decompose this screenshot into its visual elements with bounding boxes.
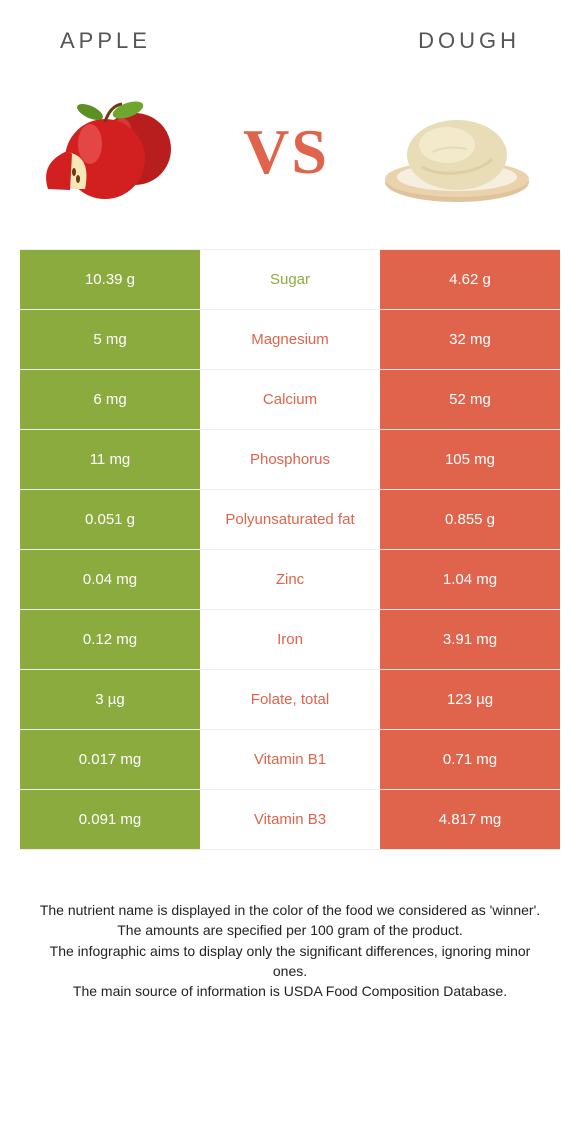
footer-line: The main source of information is USDA F… (32, 981, 548, 1001)
footer-line: The nutrient name is displayed in the co… (32, 900, 548, 920)
cell-right-value: 4.817 mg (380, 790, 560, 849)
cell-left-value: 0.04 mg (20, 550, 200, 609)
table-row: 10.39 gSugar4.62 g (20, 250, 560, 310)
nutrient-table: 10.39 gSugar4.62 g5 mgMagnesium32 mg6 mg… (20, 249, 560, 850)
cell-nutrient-label: Sugar (200, 250, 380, 309)
cell-right-value: 0.855 g (380, 490, 560, 549)
cell-nutrient-label: Folate, total (200, 670, 380, 729)
hero-row: VS (0, 64, 580, 239)
table-row: 0.04 mgZinc1.04 mg (20, 550, 560, 610)
header-title-left: APPLE (60, 28, 151, 54)
table-row: 0.017 mgVitamin B10.71 mg (20, 730, 560, 790)
footer-line: The infographic aims to display only the… (32, 941, 548, 982)
cell-right-value: 32 mg (380, 310, 560, 369)
cell-left-value: 10.39 g (20, 250, 200, 309)
cell-right-value: 123 µg (380, 670, 560, 729)
table-row: 3 µgFolate, total123 µg (20, 670, 560, 730)
table-row: 0.091 mgVitamin B34.817 mg (20, 790, 560, 850)
table-row: 0.12 mgIron3.91 mg (20, 610, 560, 670)
cell-left-value: 0.051 g (20, 490, 200, 549)
cell-nutrient-label: Zinc (200, 550, 380, 609)
footer-line: The amounts are specified per 100 gram o… (32, 920, 548, 940)
cell-nutrient-label: Iron (200, 610, 380, 669)
cell-nutrient-label: Phosphorus (200, 430, 380, 489)
table-row: 0.051 gPolyunsaturated fat0.855 g (20, 490, 560, 550)
cell-right-value: 0.71 mg (380, 730, 560, 789)
cell-nutrient-label: Magnesium (200, 310, 380, 369)
cell-left-value: 11 mg (20, 430, 200, 489)
vs-label: VS (243, 115, 329, 189)
cell-nutrient-label: Vitamin B1 (200, 730, 380, 789)
cell-left-value: 6 mg (20, 370, 200, 429)
cell-left-value: 0.12 mg (20, 610, 200, 669)
cell-right-value: 52 mg (380, 370, 560, 429)
apple-image (30, 94, 200, 209)
table-row: 5 mgMagnesium32 mg (20, 310, 560, 370)
cell-right-value: 3.91 mg (380, 610, 560, 669)
dough-image (372, 94, 542, 209)
cell-left-value: 5 mg (20, 310, 200, 369)
table-row: 6 mgCalcium52 mg (20, 370, 560, 430)
cell-left-value: 0.017 mg (20, 730, 200, 789)
cell-right-value: 1.04 mg (380, 550, 560, 609)
cell-nutrient-label: Calcium (200, 370, 380, 429)
table-row: 11 mgPhosphorus105 mg (20, 430, 560, 490)
cell-nutrient-label: Polyunsaturated fat (200, 490, 380, 549)
cell-right-value: 105 mg (380, 430, 560, 489)
cell-nutrient-label: Vitamin B3 (200, 790, 380, 849)
footer-notes: The nutrient name is displayed in the co… (32, 900, 548, 1001)
header-title-right: DOUGH (418, 28, 520, 54)
cell-left-value: 0.091 mg (20, 790, 200, 849)
cell-right-value: 4.62 g (380, 250, 560, 309)
cell-left-value: 3 µg (20, 670, 200, 729)
